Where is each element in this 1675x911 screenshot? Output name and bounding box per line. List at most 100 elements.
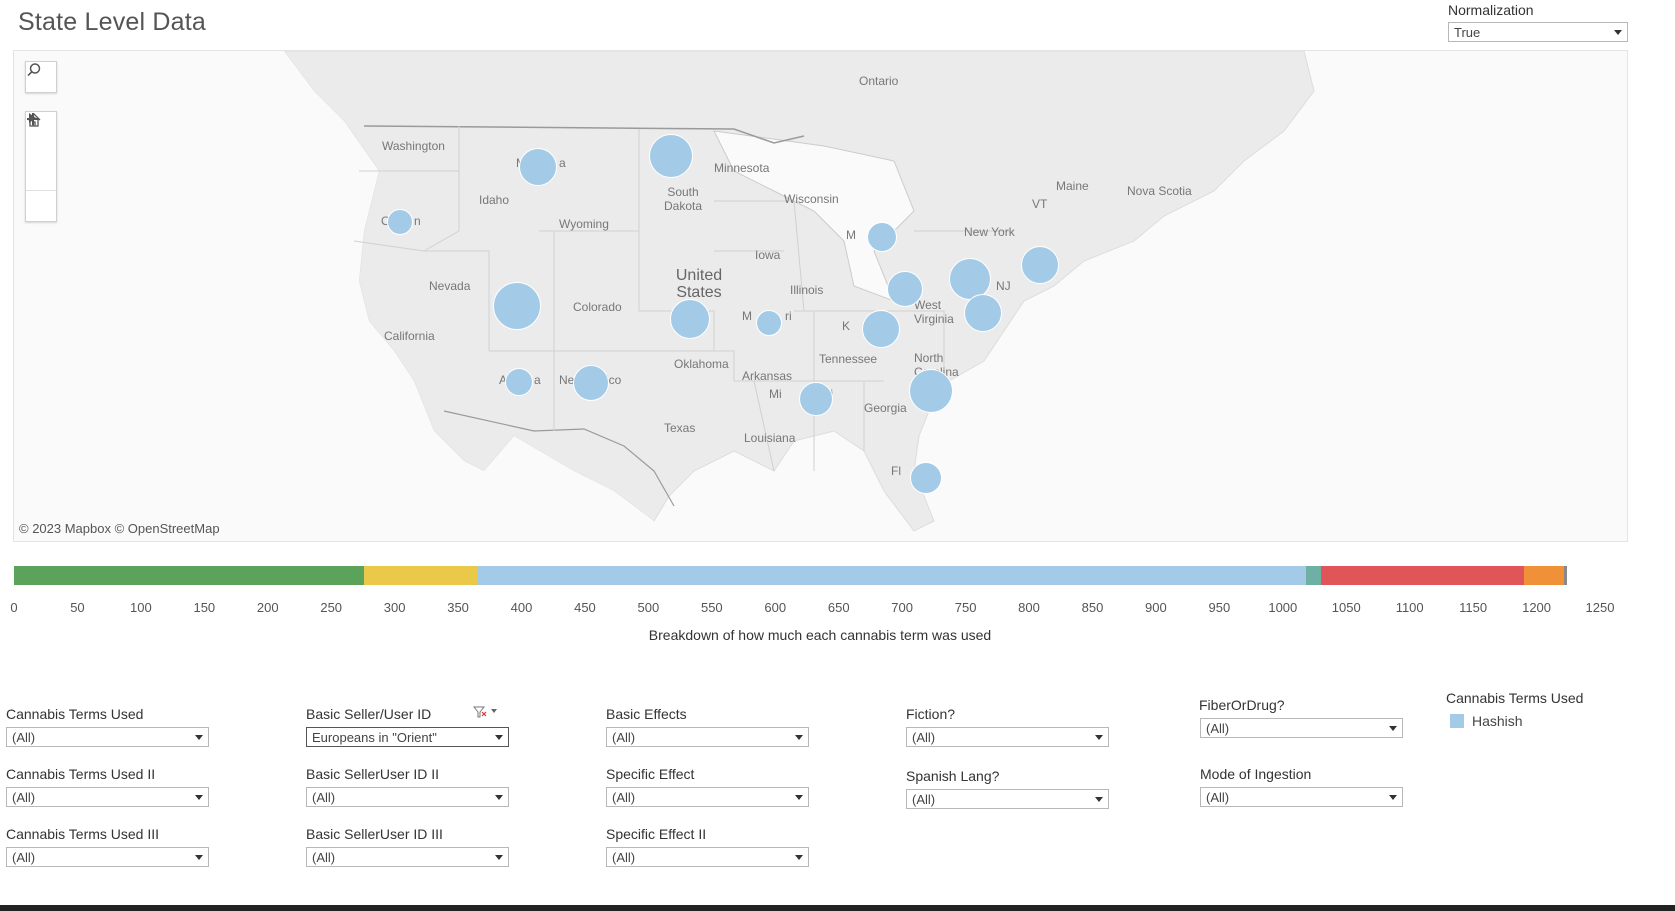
chevron-down-icon: [795, 855, 803, 860]
normalization-dropdown[interactable]: True: [1448, 22, 1628, 42]
map-search-tool[interactable]: [25, 61, 57, 93]
breakdown-segment[interactable]: [1564, 566, 1567, 585]
axis-tick-label: 500: [637, 600, 660, 615]
filter-label-cannabis-terms-used-iii: Cannabis Terms Used III: [6, 826, 160, 842]
chevron-down-icon: [495, 855, 503, 860]
axis-tick-label: 750: [954, 600, 977, 615]
filter-fiction[interactable]: (All): [906, 727, 1109, 747]
filter-value: Europeans in "Orient": [312, 730, 437, 745]
filter-specific-effect[interactable]: (All): [606, 787, 809, 807]
filter-value: (All): [612, 850, 636, 865]
axis-tick-label: 250: [320, 600, 343, 615]
search-icon[interactable]: [26, 62, 56, 92]
map-label-new-york: New York: [964, 225, 1015, 239]
chevron-down-icon: [1095, 735, 1103, 740]
chevron-down-icon: [795, 795, 803, 800]
axis-tick-label: 550: [700, 600, 723, 615]
legend-title: Cannabis Terms Used: [1446, 690, 1584, 706]
clear-filter-icon[interactable]: [472, 706, 499, 721]
map-label-nova-scotia: Nova Scotia: [1127, 184, 1192, 198]
axis-tick-label: 650: [827, 600, 850, 615]
state-bubble-mississippi[interactable]: [799, 382, 833, 416]
map-label-vt: VT: [1032, 197, 1048, 211]
chevron-down-icon: [1389, 795, 1397, 800]
axis-tick-label: 1200: [1522, 600, 1552, 615]
breakdown-segment[interactable]: [1523, 566, 1565, 585]
filter-value: (All): [12, 790, 36, 805]
state-bubble-kentucky[interactable]: [862, 310, 900, 348]
map-attribution[interactable]: © 2023 Mapbox © OpenStreetMap: [19, 521, 220, 536]
map-label-south-dakota: South Dakota: [663, 185, 703, 213]
breakdown-segment[interactable]: [1320, 566, 1524, 585]
state-bubble-north-dakota[interactable]: [649, 134, 693, 178]
legend-item-hashish[interactable]: Hashish: [1472, 713, 1523, 729]
breakdown-segment[interactable]: [477, 566, 1306, 585]
normalization-value: True: [1454, 25, 1481, 40]
filter-basic-selleruser-id-iii[interactable]: (All): [306, 847, 509, 867]
filter-cannabis-terms-used[interactable]: (All): [6, 727, 209, 747]
play-icon[interactable]: [26, 113, 56, 221]
filter-spanish-lang[interactable]: (All): [906, 789, 1109, 809]
filter-value: (All): [12, 730, 36, 745]
map-label-arizona-b: a: [534, 373, 541, 387]
map-label-texas: Texas: [664, 421, 696, 435]
state-bubble-new-mexico[interactable]: [573, 365, 609, 401]
filter-value: (All): [12, 850, 36, 865]
filter-basic-selleruser-id-ii[interactable]: (All): [306, 787, 509, 807]
filter-basic-effects[interactable]: (All): [606, 727, 809, 747]
map-label-nj: NJ: [996, 279, 1011, 293]
filter-value: (All): [612, 730, 636, 745]
filter-cannabis-terms-used-iii[interactable]: (All): [6, 847, 209, 867]
state-bubble-maryland[interactable]: [964, 294, 1002, 332]
state-bubble-south-carolina[interactable]: [909, 369, 953, 413]
breakdown-segment[interactable]: [1305, 566, 1321, 585]
filter-label-basic-effects: Basic Effects: [606, 706, 687, 722]
state-bubble-pennsylvania[interactable]: [949, 258, 991, 300]
state-bubble-michigan[interactable]: [867, 222, 897, 252]
chevron-down-icon: [495, 735, 503, 740]
filter-cannabis-terms-used-ii[interactable]: (All): [6, 787, 209, 807]
axis-tick-label: 900: [1145, 600, 1167, 615]
home-icon[interactable]: [26, 113, 56, 190]
map-label-georgia: Georgia: [864, 401, 907, 415]
map-label-tennessee: Tennessee: [819, 352, 878, 366]
state-bubble-missouri[interactable]: [756, 310, 782, 336]
state-bubble-florida[interactable]: [910, 462, 942, 494]
axis-tick-label: 50: [70, 600, 85, 615]
axis-tick-label: 1000: [1268, 600, 1298, 615]
map-label-illinois: Illinois: [790, 283, 824, 297]
normalization-label: Normalization: [1448, 2, 1534, 18]
state-bubble-arizona[interactable]: [505, 368, 533, 396]
legend-swatch-hashish[interactable]: [1450, 714, 1464, 728]
filter-label-specific-effect-ii: Specific Effect II: [606, 826, 707, 842]
filter-value: (All): [912, 730, 936, 745]
map-label-kentucky-a: K: [842, 319, 851, 333]
state-bubble-kansas[interactable]: [670, 299, 710, 339]
state-bubble-ohio[interactable]: [887, 271, 923, 307]
map-label-mississippi-a: Mi: [769, 387, 782, 401]
minus-icon[interactable]: [26, 118, 56, 164]
breakdown-segment[interactable]: [14, 566, 365, 585]
filter-fiber-or-drug[interactable]: (All): [1200, 718, 1403, 738]
breakdown-segment[interactable]: [364, 566, 478, 585]
map-label-united-states: United States: [675, 267, 723, 301]
axis-tick-label: 0: [10, 600, 18, 615]
axis-tick-label: 850: [1081, 600, 1104, 615]
state-bubble-oregon[interactable]: [387, 209, 413, 235]
axis-tick-label: 300: [383, 600, 406, 615]
state-bubble-montana[interactable]: [519, 148, 557, 186]
filter-specific-effect-ii[interactable]: (All): [606, 847, 809, 867]
axis-tick-label: 400: [510, 600, 533, 615]
page-title: State Level Data: [18, 8, 207, 36]
state-bubble-new-jersey[interactable]: [1021, 246, 1059, 284]
map-label-idaho: Idaho: [479, 193, 510, 207]
breakdown-bar[interactable]: [10, 566, 1567, 586]
breakdown-axis-title: Breakdown of how much each cannabis term…: [648, 627, 992, 643]
filter-label-fiber-or-drug: FiberOrDrug?: [1199, 697, 1285, 713]
filter-label-spanish-lang: Spanish Lang?: [906, 768, 1000, 784]
chevron-down-icon: [195, 795, 203, 800]
filter-mode-of-ingestion[interactable]: (All): [1200, 787, 1403, 807]
state-map[interactable]: Ontario Washington Minnesota South Dakot…: [13, 50, 1628, 542]
state-bubble-utah[interactable]: [493, 282, 541, 330]
filter-basic-seller-user-id[interactable]: Europeans in "Orient": [306, 727, 509, 747]
